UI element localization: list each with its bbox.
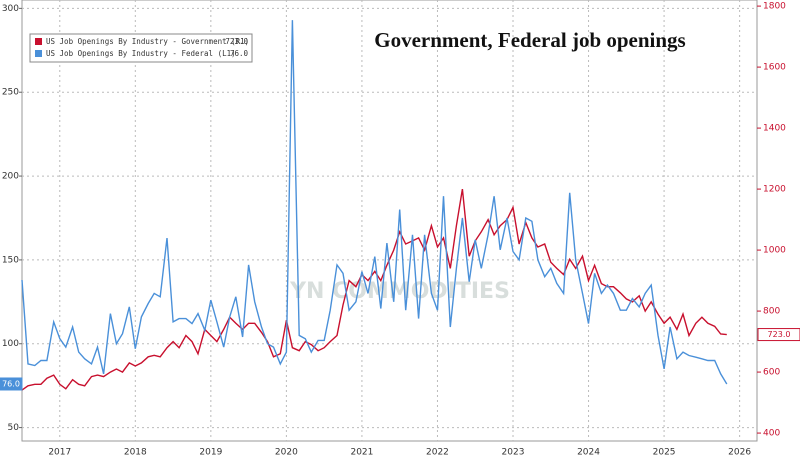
y-tick-label: 100 xyxy=(2,339,19,349)
legend-value: 723.0 xyxy=(225,37,248,46)
y-tick-label: 50 xyxy=(8,423,20,433)
y2-tick-label: 600 xyxy=(763,368,780,378)
x-tick-label: 2019 xyxy=(199,448,222,458)
y-tick-label: 300 xyxy=(2,4,19,14)
y2-tick-label: 1200 xyxy=(763,185,786,195)
watermark: YN COMMODITIES xyxy=(289,279,510,304)
y2-tick-label: 1400 xyxy=(763,124,786,134)
last-value-tag xyxy=(757,328,800,342)
legend-label: US Job Openings By Industry - Federal (L… xyxy=(46,49,236,58)
y-tick-label: 200 xyxy=(2,172,19,182)
x-tick-label: 2020 xyxy=(275,448,298,458)
last-value-tag xyxy=(0,377,23,391)
x-tick-label: 2017 xyxy=(48,448,71,458)
legend-value: 76.0 xyxy=(230,49,249,58)
y2-tick-label: 1600 xyxy=(763,63,786,73)
y-tick-label: 250 xyxy=(2,88,19,98)
legend-swatch xyxy=(35,38,42,45)
legend xyxy=(29,33,253,63)
x-tick-label: 2026 xyxy=(728,448,751,458)
y2-tick-label: 1800 xyxy=(763,2,786,12)
series-line xyxy=(21,20,728,385)
x-tick-label: 2018 xyxy=(124,448,147,458)
legend-swatch xyxy=(35,50,42,57)
legend-label: US Job Openings By Industry - Government… xyxy=(46,37,249,46)
last-value-label: 723.0 xyxy=(768,330,791,339)
x-tick-label: 2021 xyxy=(350,448,373,458)
y-tick-label: 150 xyxy=(2,255,19,265)
x-tick-label: 2023 xyxy=(502,448,525,458)
last-value-label: 76.0 xyxy=(2,379,20,388)
y2-tick-label: 800 xyxy=(763,307,780,317)
plot-area xyxy=(21,0,758,442)
y2-tick-label: 1000 xyxy=(763,246,786,256)
x-tick-label: 2024 xyxy=(577,448,600,458)
chart-title: Government, Federal job openings xyxy=(374,28,685,52)
x-tick-label: 2025 xyxy=(653,448,676,458)
y2-tick-label: 400 xyxy=(763,429,780,439)
x-tick-label: 2022 xyxy=(426,448,449,458)
